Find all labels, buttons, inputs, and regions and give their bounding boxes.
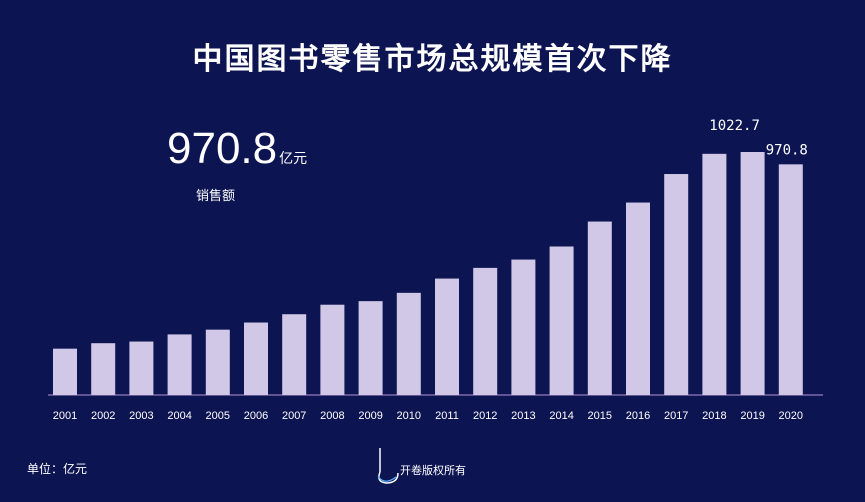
x-tick-label: 2015 [588,410,612,422]
bar-2006 [244,322,268,395]
bar-2004 [167,334,192,395]
x-tick-label: 2003 [129,410,153,422]
bar-2009 [358,301,383,395]
x-tick-label: 2001 [53,410,77,422]
data-label: 1022.7 [709,118,760,134]
x-tick-label: 2002 [91,410,115,422]
bar-2002 [91,343,116,395]
bar-2014 [549,246,574,395]
x-tick-label: 2005 [206,410,230,422]
bar-2011 [435,278,459,395]
bar-2019 [740,152,765,395]
x-tick-label: 2007 [282,410,306,422]
bar-2010 [396,292,421,395]
kpi-label: 销售额 [196,189,236,204]
kpi-unit: 亿元 [279,151,308,167]
publisher-logo-icon [377,448,399,484]
x-tick-label: 2020 [779,410,803,422]
x-tick-label: 2018 [702,410,726,422]
bar-2005 [205,329,230,395]
x-tick-label: 2017 [664,410,688,422]
x-tick-label: 2012 [473,410,497,422]
bar-2003 [129,341,154,395]
x-tick-label: 2006 [244,410,268,422]
bar-2012 [473,267,498,395]
x-tick-label: 2008 [320,410,344,422]
bar-2001 [53,348,77,395]
bar-2013 [511,259,536,395]
kpi-block: 970.8 亿元 [167,124,307,174]
bar-2007 [282,314,307,395]
x-tick-label: 2016 [626,410,650,422]
x-tick-label: 2011 [435,410,459,422]
unit-note: 单位：亿元 [27,462,88,476]
data-label: 970.8 [766,142,808,158]
x-tick-label: 2009 [358,410,382,422]
x-tick-label: 2010 [397,410,421,422]
page-title: 中国图书零售市场总规模首次下降 [192,42,673,77]
bar-2008 [320,304,345,395]
bar-2018 [702,153,727,395]
bar-2017 [664,174,689,395]
x-tick-label: 2013 [511,410,535,422]
footer-text: 开卷版权所有 [400,464,466,477]
x-tick-label: 2014 [549,410,573,422]
x-tick-label: 2004 [167,410,191,422]
bar-2015 [587,221,612,395]
kpi-value: 970.8 [167,124,278,173]
bar-2020 [778,164,803,395]
bar-2016 [626,202,650,395]
x-tick-label: 2019 [740,410,764,422]
